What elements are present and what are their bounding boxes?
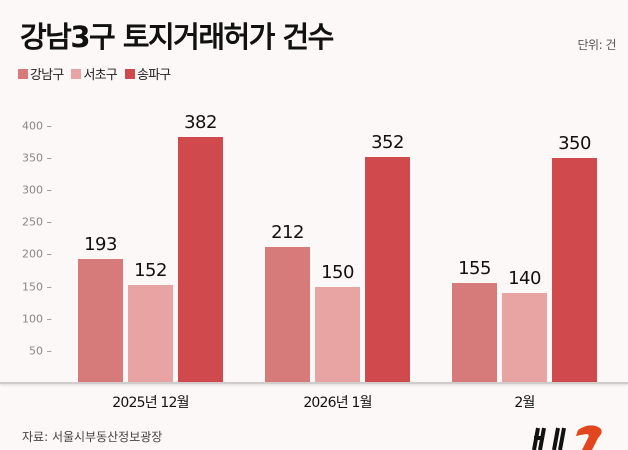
bar-gangnam-0 (78, 258, 123, 383)
bar-value-label: 352 (371, 131, 404, 153)
y-tick-100: 100 – (22, 312, 52, 326)
chart-title: 강남3구 토지거래허가 건수 (20, 20, 334, 54)
bar-value-label: 140 (508, 268, 541, 289)
x-category-label: 2026년 1월 (303, 395, 372, 411)
bar-value-label: 350 (558, 133, 591, 154)
bar-songpa-2 (552, 158, 597, 383)
legend-item-songpa: 송파구 (124, 64, 171, 83)
legend-swatch-songpa (124, 68, 135, 79)
bar-gangnam-1 (265, 246, 310, 383)
y-tick-200: 200 – (22, 247, 52, 261)
bar-seocho-0 (128, 285, 173, 383)
x-category-label: 2025년 12월 (112, 395, 189, 411)
y-tick-150: 150 – (22, 280, 52, 294)
bar-value-label: 150 (321, 261, 354, 283)
bar-songpa-0 (178, 137, 223, 383)
x-category-label: 2월 (514, 395, 535, 411)
legend: 강남구 서초구 송파구 (18, 64, 171, 83)
unit-label: 단위: 건 (577, 38, 617, 52)
bar-value-label: 193 (84, 233, 117, 255)
bar-seocho-1 (315, 286, 360, 383)
legend-swatch-gangnam (18, 68, 28, 79)
plot-area: 50 – 100 – 150 – 200 – 250 – 300 – 350 – 400 – 1… (22, 112, 597, 411)
source-note: 자료: 서울시부동산정보광장 (22, 430, 163, 444)
legend-label-seocho: 서초구 (83, 68, 117, 83)
y-tick-400: 400 – (22, 119, 52, 133)
y-tick-300: 300 – (22, 183, 52, 197)
legend-item-seocho: 서초구 (71, 64, 118, 83)
y-tick-50: 50 – (29, 344, 52, 358)
bar-value-label: 382 (184, 112, 217, 134)
y-tick-350: 350 – (22, 151, 52, 165)
legend-swatch-seocho (71, 68, 82, 79)
bar-value-label: 155 (458, 258, 491, 280)
x-axis-baseline (0, 382, 628, 384)
news1-logo-icon (532, 425, 602, 450)
bar-gangnam-2 (452, 283, 497, 383)
legend-item-gangnam: 강남구 (18, 64, 64, 83)
y-tick-250: 250 – (22, 215, 52, 229)
bar-value-label: 212 (271, 221, 304, 243)
bar-value-label: 152 (134, 260, 167, 282)
bar-seocho-2 (502, 293, 547, 383)
legend-label-songpa: 송파구 (136, 68, 171, 83)
legend-label-gangnam: 강남구 (30, 68, 64, 83)
bar-songpa-1 (365, 156, 410, 383)
